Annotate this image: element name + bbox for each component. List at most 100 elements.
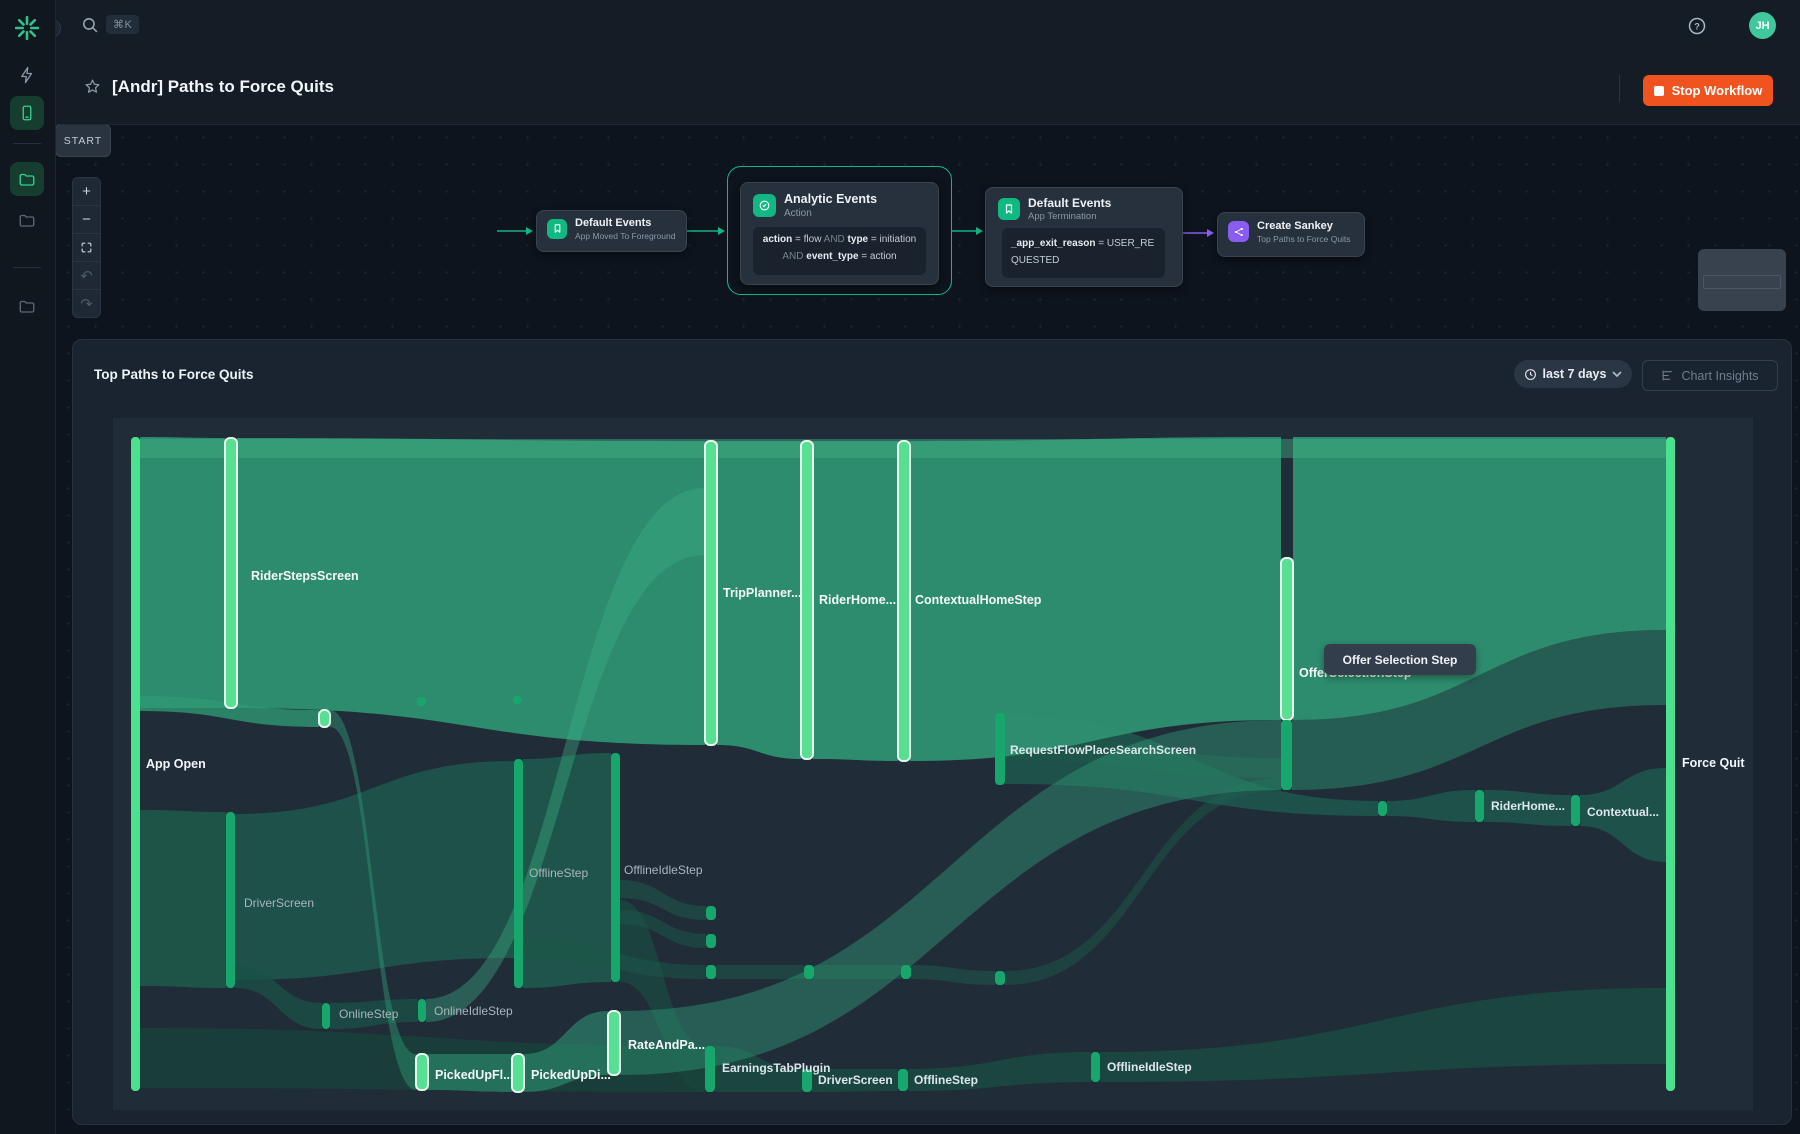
avatar[interactable]: JH [1749, 12, 1776, 39]
sankey-link-contextual_right-force_quit [1580, 768, 1666, 862]
chart-insights-icon [1663, 370, 1673, 381]
zoom-out-button[interactable]: − [73, 206, 100, 234]
sidebar-item-workflows[interactable] [10, 58, 44, 92]
workflow-node-create-sankey[interactable]: Create Sankey Top Paths to Force Quits [1217, 212, 1365, 257]
zoom-in-button[interactable]: + [73, 178, 100, 206]
sankey-node-offer_b[interactable] [1281, 720, 1292, 790]
folder-icon [19, 214, 35, 227]
stop-workflow-button[interactable]: Stop Workflow [1643, 75, 1773, 106]
sankey-node-s8[interactable] [513, 696, 522, 704]
help-icon[interactable]: ? [1687, 16, 1707, 36]
canvas-minimap[interactable] [1698, 249, 1786, 311]
sankey-node-earnings[interactable] [705, 1046, 715, 1092]
sidebar [0, 0, 56, 1134]
sankey-node-s7[interactable] [417, 697, 426, 706]
sankey-node-online_step[interactable] [322, 1003, 330, 1029]
target-icon [753, 194, 776, 218]
sankey-node-force_quit[interactable] [1666, 437, 1675, 1091]
sankey-label-rider_home_right: RiderHome... [1491, 799, 1565, 813]
sidebar-item-folder-3[interactable] [10, 289, 44, 323]
sankey-label-contextual_right: Contextual... [1587, 805, 1659, 819]
sankey-link-pickedupdi-rate_and_pa [524, 1011, 608, 1092]
undo-button[interactable]: ↶ [73, 262, 100, 290]
search-icon[interactable] [81, 16, 100, 35]
sidebar-item-folder-active[interactable] [10, 162, 44, 196]
fit-view-button[interactable] [73, 234, 100, 262]
topbar: › ⌘K ? JH [42, 0, 1800, 53]
sankey-label-driver_left: DriverScreen [244, 896, 314, 910]
sankey-node-offline_idle_col[interactable] [611, 753, 620, 982]
folder-icon [19, 173, 35, 186]
sankey-node-pickedupfl[interactable] [415, 1053, 429, 1091]
sankey-node-mini_1[interactable] [318, 709, 331, 728]
sankey-link-offer_b-force_quit [1292, 630, 1666, 790]
panel-title: Top Paths to Force Quits [94, 367, 254, 382]
sankey-node-offline_col[interactable] [514, 759, 523, 988]
sankey-label-offline_idle_bot: OfflineIdleStep [1107, 1060, 1192, 1074]
node-filter: _app_exit_reason = USER_REQUESTED [1002, 228, 1165, 278]
sankey-link-offline_idle_col-earnings [620, 900, 705, 1092]
sankey-node-app_open[interactable] [131, 437, 140, 1091]
sankey-node-small_r1[interactable] [1378, 801, 1387, 816]
canvas-zoom-toolbar: + − ↶ ↷ [72, 177, 101, 318]
node-subtitle: App Moved To Foreground [575, 230, 676, 241]
node-title: Analytic Events [784, 192, 878, 206]
sankey-node-rider_steps[interactable] [224, 437, 238, 709]
sankey-node-offline_bot[interactable] [898, 1069, 908, 1091]
sidebar-item-mobile[interactable] [10, 96, 44, 130]
sankey-node-rider_home_right[interactable] [1475, 790, 1484, 822]
workflow-node-default-events-termination[interactable]: Default Events App Termination _app_exit… [985, 187, 1183, 287]
sankey-node-s4[interactable] [804, 965, 814, 979]
sankey-node-offline_idle_bot[interactable] [1091, 1052, 1100, 1082]
sankey-node-s3[interactable] [706, 965, 716, 979]
sankey-node-s2[interactable] [706, 934, 716, 948]
sankey-label-pickedupdi: PickedUpDi... [531, 1068, 611, 1082]
node-selection-outline [727, 166, 952, 295]
sankey-node-driver_bot[interactable] [802, 1069, 812, 1092]
sankey-link-rider_home_mid-contextual_home [813, 441, 898, 761]
redo-button[interactable]: ↷ [80, 295, 93, 313]
search-shortcut-badge: ⌘K [106, 15, 140, 34]
sankey-node-rate_and_pa[interactable] [607, 1010, 621, 1076]
workflow-node-analytic-events[interactable]: Analytic Events Action action = flow AND… [740, 182, 939, 285]
sidebar-item-folder-2[interactable] [10, 203, 44, 237]
date-range-label: last 7 days [1542, 367, 1607, 381]
sankey-link-online_step-online_idle [330, 999, 418, 1029]
sankey-link-driver_bot-offline_bot [812, 1069, 898, 1092]
sankey-node-rider_home_mid[interactable] [800, 440, 814, 760]
stop-icon [1653, 85, 1664, 96]
workflow-node-default-events-foreground[interactable]: Default Events App Moved To Foreground [536, 210, 687, 252]
sankey-link-offline_idle_col-s2 [620, 910, 706, 948]
sankey-link-offline_bot-offline_idle_bot [908, 1052, 1091, 1091]
minimap-viewport[interactable] [1703, 275, 1781, 289]
sankey-node-pickedupdi[interactable] [511, 1053, 525, 1093]
bookmark-icon [547, 218, 567, 239]
date-range-selector[interactable]: last 7 days [1514, 360, 1632, 388]
sankey-link-s3-s4 [716, 965, 804, 979]
app-logo-icon[interactable] [14, 15, 40, 41]
sankey-link-s6-offer_b [1005, 778, 1281, 985]
sankey-link-s4-s5 [814, 965, 901, 979]
sankey-node-s5[interactable] [901, 965, 911, 979]
sankey-label-trip_planner: TripPlanner... [723, 586, 802, 600]
sankey-link-request_flow-offer_b [1005, 735, 1281, 778]
node-title: Default Events [575, 217, 652, 229]
sankey-node-offer_a[interactable] [1280, 557, 1294, 721]
sankey-node-request_flow[interactable] [995, 713, 1005, 785]
favorite-star-icon[interactable] [84, 78, 101, 95]
sankey-node-contextual_home[interactable] [897, 440, 911, 762]
sankey-label-offline_idle_col: OfflineIdleStep [624, 863, 703, 877]
chart-insights-button[interactable]: Chart Insights [1642, 360, 1778, 391]
sankey-chart[interactable]: App Open Force Quit RiderStepsScreen Driver… [73, 340, 1791, 1124]
lightning-icon [21, 66, 33, 84]
clock-icon [1524, 368, 1536, 380]
node-title: Create Sankey [1257, 220, 1333, 232]
sankey-node-s1[interactable] [706, 906, 716, 920]
sankey-node-s6[interactable] [995, 971, 1005, 985]
sankey-node-contextual_right[interactable] [1571, 795, 1580, 826]
sankey-node-driver_left[interactable] [226, 812, 235, 988]
sankey-tooltip: Offer Selection Step [1324, 644, 1476, 675]
sankey-node-trip_planner[interactable] [704, 440, 718, 746]
sankey-node-online_idle[interactable] [418, 999, 426, 1022]
